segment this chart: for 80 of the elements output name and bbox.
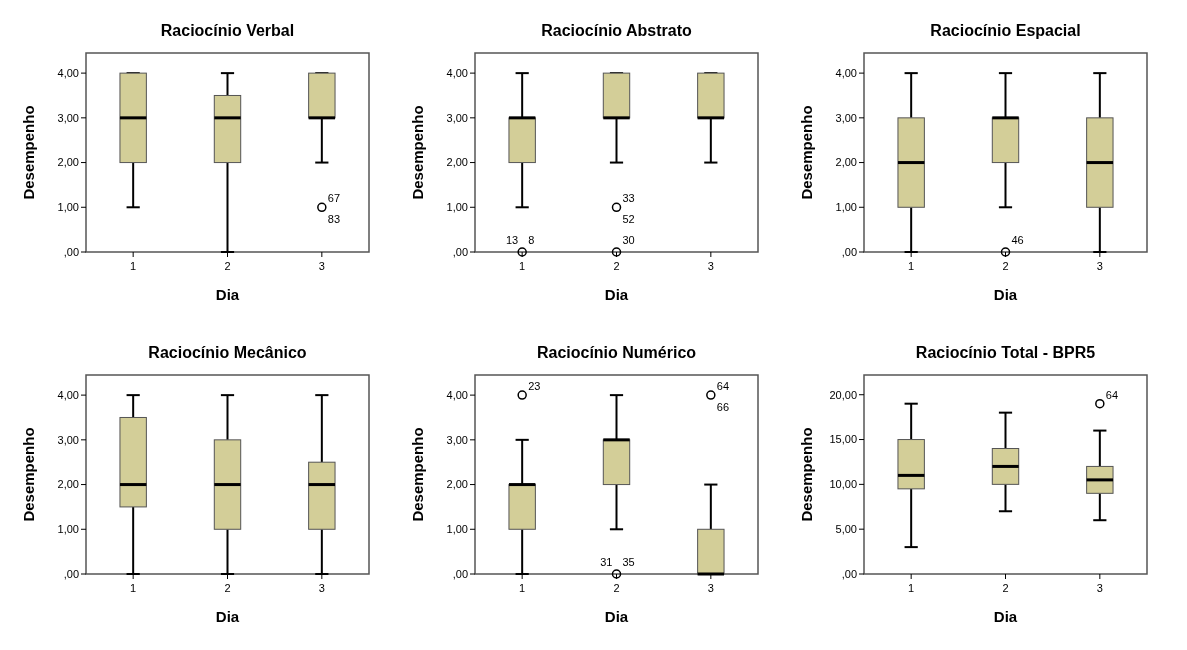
x-tick-label: 3	[1096, 582, 1103, 594]
annotation: 33	[622, 192, 635, 205]
annotation: 8	[528, 234, 535, 246]
chart-title: Raciocínio Numérico	[536, 344, 697, 361]
annotation: 66	[716, 401, 730, 414]
y-tick-label: 2,00	[57, 156, 79, 169]
x-tick-label: 3	[707, 260, 714, 272]
x-tick-label: 2	[613, 260, 620, 272]
chart-title: Raciocínio Espacial	[930, 22, 1081, 39]
y-axis-title: Desempenho	[409, 427, 426, 522]
y-tick-label: 1,00	[57, 523, 79, 536]
annotation: 83	[327, 213, 341, 226]
annotation: 30	[622, 234, 635, 246]
y-tick-label: 1,00	[446, 201, 468, 214]
x-axis-title: Dia	[993, 286, 1018, 303]
y-axis-title: Desempenho	[20, 105, 37, 200]
x-tick-label: 2	[1002, 260, 1009, 272]
annotation: 67	[327, 192, 341, 205]
annotation: 52	[622, 213, 635, 226]
x-tick-label: 2	[224, 260, 231, 272]
y-tick-label: 15,00	[829, 433, 857, 446]
y-tick-label: 2,00	[57, 478, 79, 491]
x-tick-label: 2	[224, 582, 231, 594]
chart-title: Raciocínio Abstrato	[541, 22, 692, 39]
y-axis-title: Desempenho	[798, 105, 815, 200]
y-tick-label: ,00	[841, 567, 857, 580]
y-tick-label: 3,00	[57, 433, 79, 446]
y-tick-label: ,00	[63, 245, 79, 258]
annotation: 46	[1011, 234, 1024, 246]
x-axis-title: Dia	[993, 608, 1018, 625]
annotation: 64	[716, 380, 730, 393]
y-tick-label: 1,00	[835, 201, 857, 214]
y-tick-label: 2,00	[446, 156, 468, 169]
y-axis-title: Desempenho	[20, 427, 37, 522]
x-tick-label: 1	[519, 582, 526, 594]
x-tick-label: 3	[707, 582, 714, 594]
x-tick-label: 2	[613, 582, 620, 594]
y-tick-label: 2,00	[446, 478, 468, 491]
x-tick-label: 1	[908, 260, 915, 272]
y-tick-label: 4,00	[835, 66, 857, 79]
x-tick-label: 1	[519, 260, 526, 272]
x-tick-label: 1	[130, 260, 137, 272]
y-tick-label: 2,00	[835, 156, 857, 169]
y-tick-label: 4,00	[57, 66, 79, 79]
annotation: 35	[622, 556, 635, 568]
y-tick-label: 3,00	[446, 433, 468, 446]
y-tick-label: 20,00	[829, 388, 857, 401]
x-tick-label: 2	[1002, 582, 1009, 594]
annotation: 64	[1105, 388, 1119, 401]
y-tick-label: 1,00	[446, 523, 468, 536]
x-axis-title: Dia	[215, 608, 240, 625]
x-tick-label: 3	[318, 260, 325, 272]
annotation: 13	[505, 234, 519, 246]
y-tick-label: 5,00	[835, 523, 857, 536]
y-tick-label: 4,00	[57, 388, 79, 401]
y-tick-label: 10,00	[829, 478, 857, 491]
y-tick-label: 1,00	[57, 201, 79, 214]
y-axis-title: Desempenho	[409, 105, 426, 200]
y-tick-label: ,00	[452, 567, 468, 580]
y-tick-label: 3,00	[446, 111, 468, 124]
y-tick-label: 4,00	[446, 388, 468, 401]
annotation: 23	[528, 380, 541, 393]
x-axis-title: Dia	[604, 608, 629, 625]
y-tick-label: 3,00	[835, 111, 857, 124]
y-tick-label: ,00	[63, 567, 79, 580]
x-tick-label: 3	[1096, 260, 1103, 272]
y-tick-label: 4,00	[446, 66, 468, 79]
chart-title: Raciocínio Verbal	[160, 22, 295, 39]
x-axis-title: Dia	[215, 286, 240, 303]
x-tick-label: 3	[318, 582, 325, 594]
x-axis-title: Dia	[604, 286, 629, 303]
chart-title: Raciocínio Mecânico	[148, 344, 307, 361]
annotation: 31	[600, 556, 613, 568]
chart-title: Raciocínio Total - BPR5	[915, 344, 1096, 361]
x-tick-label: 1	[130, 582, 137, 594]
x-tick-label: 1	[908, 582, 915, 594]
y-axis-title: Desempenho	[798, 427, 815, 522]
y-tick-label: ,00	[841, 245, 857, 258]
y-tick-label: ,00	[452, 245, 468, 258]
y-tick-label: 3,00	[57, 111, 79, 124]
